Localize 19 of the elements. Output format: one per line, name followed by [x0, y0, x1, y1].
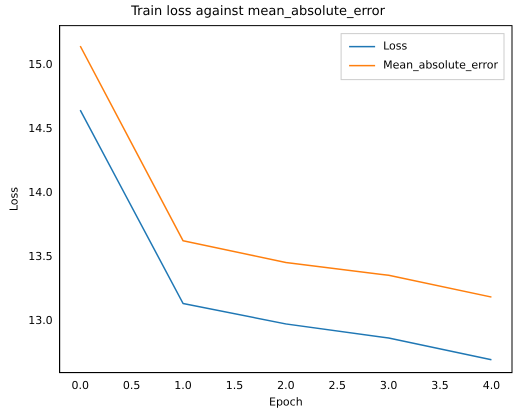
- x-tick-label: 1.5: [226, 379, 244, 392]
- x-tick-label: 0.0: [72, 379, 89, 392]
- y-tick-label: 13.0: [28, 314, 53, 328]
- x-tick-label: 3.0: [380, 379, 398, 392]
- x-axis-title: Epoch: [269, 395, 303, 408]
- x-tick-label: 2.5: [328, 379, 346, 392]
- x-tick-label: 0.5: [122, 379, 140, 392]
- chart-title: Train loss against mean_absolute_error: [130, 4, 386, 20]
- x-tick-label: 3.5: [431, 379, 449, 392]
- y-tick-label: 14.0: [28, 186, 53, 200]
- y-tick-label: 14.5: [28, 122, 53, 136]
- x-tick-label: 4.0: [482, 379, 500, 392]
- legend-label: Loss: [383, 39, 408, 52]
- y-tick-label: 15.0: [28, 58, 53, 72]
- x-tick-label: 1.0: [174, 379, 192, 392]
- x-tick-label: 2.0: [277, 379, 295, 392]
- legend-label: Mean_absolute_error: [383, 58, 498, 72]
- y-tick-label: 13.5: [28, 250, 53, 264]
- y-axis-title: Loss: [7, 186, 20, 212]
